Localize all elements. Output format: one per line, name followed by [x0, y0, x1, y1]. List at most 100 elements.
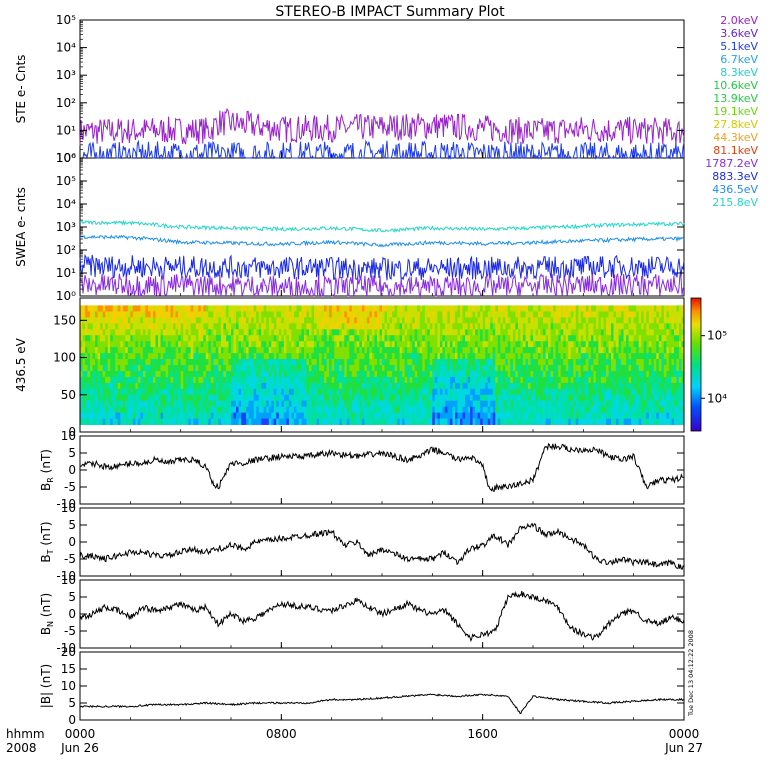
spectrogram-cell	[291, 382, 295, 390]
spectrogram-cell	[213, 382, 217, 390]
spectrogram-cell	[673, 323, 677, 330]
spectrogram-cell	[475, 347, 479, 354]
spectrogram-cell	[130, 317, 134, 324]
spectrogram-cell	[288, 412, 292, 419]
spectrogram-cell	[643, 329, 647, 336]
spectrogram-cell	[570, 412, 574, 419]
spectrogram-cell	[636, 359, 640, 366]
spectrogram-cell	[568, 317, 572, 324]
spectrogram-cell	[319, 406, 323, 414]
spectrogram-cell	[293, 359, 297, 366]
spectrogram-cell	[158, 412, 161, 419]
spectrogram-cell	[671, 341, 675, 348]
spectrogram-cell	[286, 359, 290, 366]
spectrogram-cell	[422, 382, 426, 390]
spectrogram-cell	[351, 305, 355, 312]
spectrogram-cell	[490, 305, 494, 312]
spectrogram-cell	[540, 341, 544, 348]
spectrogram-cell	[326, 406, 330, 414]
spectrogram-cell	[200, 323, 204, 330]
spectrogram-cell	[548, 406, 552, 414]
spectrogram-cell	[163, 394, 167, 402]
spectrogram-cell	[578, 382, 582, 390]
spectrogram-cell	[321, 418, 325, 425]
spectrogram-cell	[271, 311, 275, 318]
spectrogram-cell	[319, 394, 323, 402]
spectrogram-cell	[351, 365, 355, 372]
spectrogram-cell	[658, 371, 662, 378]
spectrogram-cell	[142, 376, 146, 384]
spectrogram-cell	[663, 394, 667, 402]
spectrogram-cell	[160, 317, 164, 324]
spectrogram-cell	[598, 329, 602, 336]
spectrogram-cell	[145, 359, 149, 366]
spectrogram-cell	[444, 394, 448, 402]
spectrogram-cell	[505, 418, 509, 425]
spectrogram-cell	[115, 400, 119, 408]
spectrogram-cell	[585, 347, 589, 354]
spectrogram-cell	[533, 317, 536, 324]
spectrogram-cell	[100, 329, 104, 336]
spectrogram-cell	[613, 382, 617, 390]
spectrogram-cell	[228, 365, 232, 372]
spectrogram-cell	[427, 317, 431, 324]
spectrogram-cell	[397, 371, 401, 378]
spectrogram-cell	[563, 400, 567, 408]
spectrogram-cell	[208, 382, 212, 390]
spectrogram-cell	[137, 305, 141, 312]
spectrogram-cell	[658, 412, 662, 419]
spectrogram-cell	[580, 406, 584, 414]
spectrogram-cell	[288, 388, 292, 396]
spectrogram-cell	[374, 388, 378, 396]
spectrogram-cell	[220, 353, 224, 360]
spectrogram-cell	[563, 365, 567, 372]
spectrogram-cell	[626, 341, 630, 348]
spectrogram-cell	[533, 394, 536, 402]
spectrogram-cell	[550, 335, 554, 342]
panel-swea-series-line	[79, 219, 685, 233]
spectrogram-cell	[429, 388, 433, 396]
spectrogram-cell	[190, 311, 194, 318]
spectrogram-cell	[263, 418, 267, 425]
spectrogram-cell	[495, 359, 499, 366]
spectrogram-cell	[140, 371, 144, 378]
spectrogram-cell	[568, 347, 572, 354]
spectrogram-cell	[555, 305, 559, 312]
spectrogram-cell	[142, 341, 146, 348]
spectrogram-cell	[402, 317, 406, 324]
spectrogram-cell	[618, 329, 622, 336]
spectrogram-cell	[263, 388, 267, 396]
spectrogram-cell	[397, 323, 401, 330]
spectrogram-cell	[555, 359, 559, 366]
spectrogram-cell	[500, 341, 504, 348]
spectrogram-cell	[120, 376, 124, 384]
spectrogram-cell	[132, 406, 136, 414]
spectrogram-cell	[107, 400, 111, 408]
spectrogram-cell	[563, 406, 567, 414]
spectrogram-cell	[301, 412, 305, 419]
spectrogram-cell	[175, 353, 179, 360]
spectrogram-cell	[575, 382, 579, 390]
spectrogram-cell	[485, 406, 489, 414]
spectrogram-cell	[455, 371, 458, 378]
spectrogram-cell	[215, 388, 219, 396]
spectrogram-cell	[528, 341, 531, 348]
spectrogram-cell	[213, 353, 217, 360]
spectrogram-cell	[170, 305, 174, 312]
spectrogram-cell	[452, 311, 456, 318]
spectrogram-cell	[283, 365, 287, 372]
spectrogram-cell	[475, 388, 479, 396]
spectrogram-cell	[243, 353, 247, 360]
spectrogram-cell	[663, 317, 667, 324]
spectrogram-cell	[220, 305, 224, 312]
panel-swea-ytick-label: 10³	[56, 220, 76, 234]
spectrogram-cell	[382, 335, 385, 342]
spectrogram-cell	[444, 353, 448, 360]
spectrogram-cell	[522, 400, 526, 408]
spectrogram-cell	[530, 341, 534, 348]
spectrogram-cell	[648, 335, 652, 342]
spectrogram-cell	[122, 406, 126, 414]
spectrogram-cell	[170, 365, 174, 372]
spectrogram-cell	[92, 418, 96, 425]
spectrogram-cell	[319, 341, 323, 348]
